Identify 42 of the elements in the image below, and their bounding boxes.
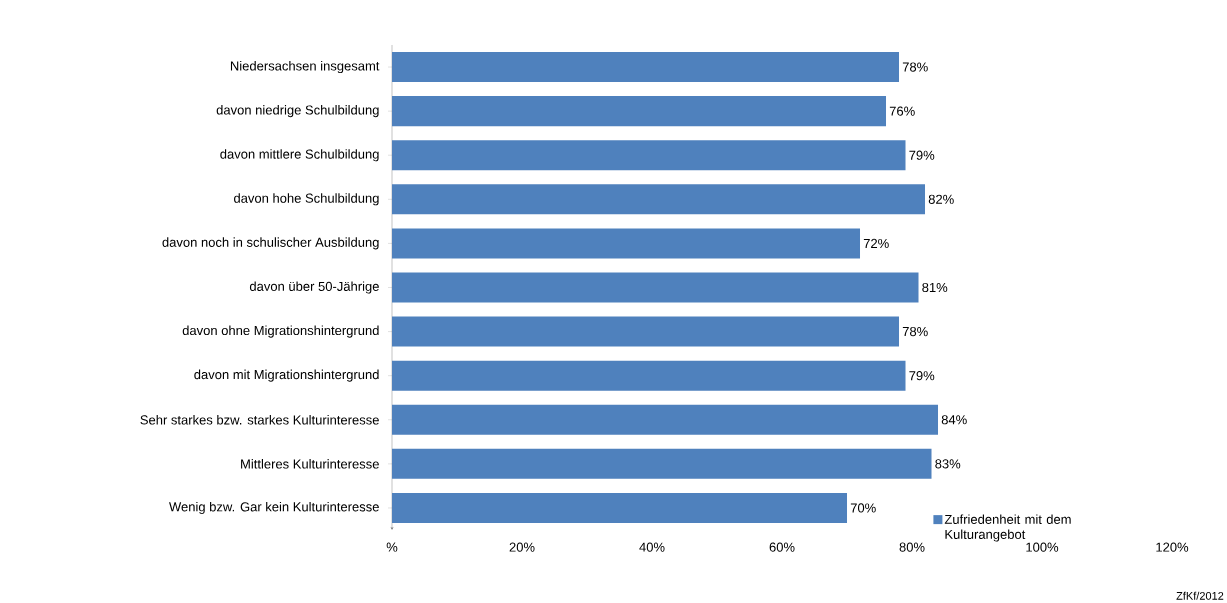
y-tick-label: davon noch in schulischer Ausbildung bbox=[162, 237, 379, 250]
text: ZfKf/2012 bbox=[1176, 591, 1224, 600]
bar bbox=[392, 492, 848, 523]
bar bbox=[392, 140, 906, 171]
x-tick-label: % bbox=[386, 542, 398, 552]
y-tick-label: Niedersachsen insgesamt bbox=[230, 60, 380, 74]
bar bbox=[392, 360, 906, 391]
bar bbox=[392, 404, 939, 435]
y-tick-label: davon mittlere Schulbildung bbox=[220, 149, 379, 162]
x-tick-label: 20% bbox=[509, 542, 535, 552]
bar bbox=[392, 316, 900, 347]
x-tick-label: 100% bbox=[1026, 542, 1059, 552]
data-label: 81% bbox=[922, 282, 948, 293]
y-tick-label: Wenig bzw. Gar kein Kulturinteresse bbox=[169, 501, 379, 515]
bar bbox=[392, 184, 926, 215]
data-label: 72% bbox=[863, 238, 889, 248]
y-tick-label: davon hohe Schulbildung bbox=[234, 193, 379, 206]
y-tick-label: davon über 50-Jährige bbox=[249, 281, 379, 294]
data-label: 79% bbox=[909, 150, 935, 160]
x-tick-label: 80% bbox=[899, 542, 925, 552]
y-tick-label: Sehr starkes bzw. starkes Kulturinteresse bbox=[140, 414, 379, 425]
x-tick-label: 60% bbox=[769, 542, 795, 552]
data-label: 78% bbox=[902, 326, 928, 337]
y-tick-label: Mittleres Kulturinteresse bbox=[241, 459, 379, 469]
bar bbox=[392, 228, 861, 259]
bar bbox=[392, 52, 900, 83]
y-tick-label: davon ohne Migrationshintergrund bbox=[182, 325, 379, 338]
bar bbox=[392, 96, 887, 127]
legend-label: Zufriedenheit mit dem Kulturangebot bbox=[944, 514, 1071, 542]
data-label: 82% bbox=[928, 194, 954, 204]
data-label: 79% bbox=[909, 371, 935, 381]
x-tick-label: 120% bbox=[1156, 542, 1189, 552]
data-label: 76% bbox=[889, 106, 915, 116]
y-tick-label: davon mit Migrationshintergrund bbox=[194, 369, 379, 382]
data-label: 78% bbox=[902, 62, 928, 72]
data-label: 84% bbox=[941, 415, 967, 425]
data-label: 83% bbox=[935, 459, 961, 469]
bar bbox=[392, 448, 932, 479]
bar bbox=[392, 272, 919, 303]
data-label: 70% bbox=[850, 503, 876, 513]
x-tick-label: 40% bbox=[639, 542, 665, 552]
y-tick-label: davon niedrige Schulbildung bbox=[216, 105, 379, 118]
